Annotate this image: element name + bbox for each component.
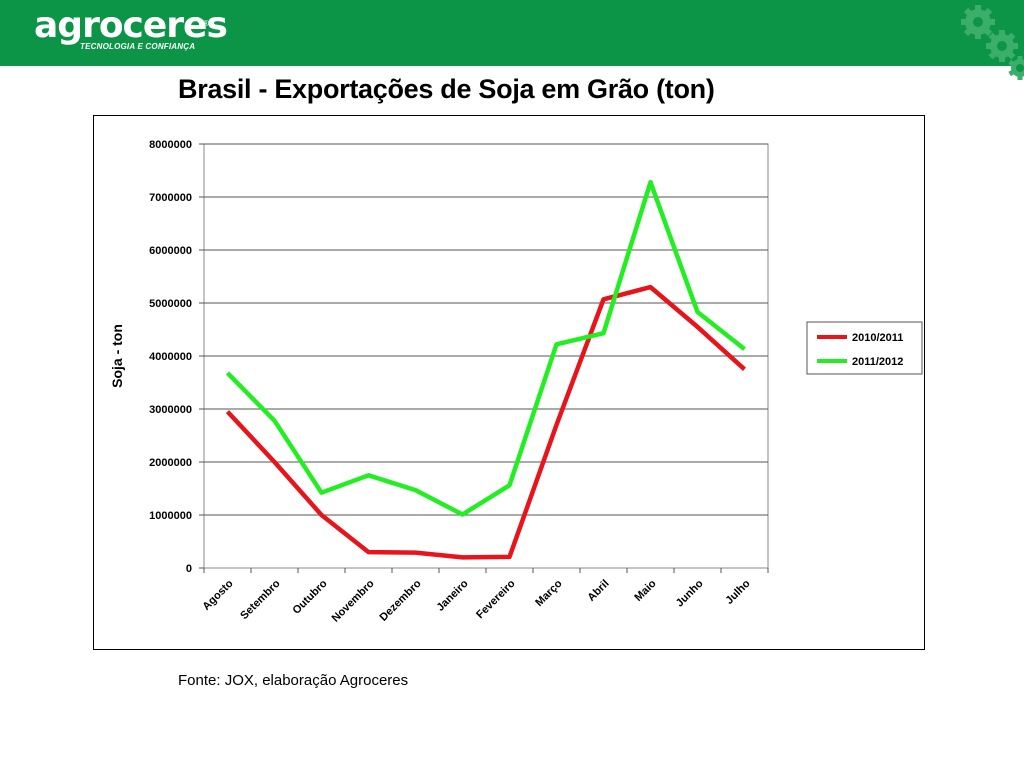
y-tick-label: 0 bbox=[186, 563, 192, 575]
x-tick-label: Fevereiro bbox=[474, 577, 518, 621]
source-note: Fonte: JOX, elaboração Agroceres bbox=[178, 672, 409, 689]
x-tick-label: Abril bbox=[585, 578, 611, 604]
y-tick-label: 5000000 bbox=[149, 298, 192, 310]
x-tick-label: Agosto bbox=[200, 577, 235, 612]
y-tick-label: 2000000 bbox=[149, 457, 192, 469]
y-axis-label: Soja - ton bbox=[109, 324, 125, 388]
brand-header-bar: agroceres ® TECNOLOGIA E CONFIANÇA bbox=[0, 0, 1024, 80]
x-tick-label: Setembro bbox=[238, 577, 283, 622]
gears-icon bbox=[961, 5, 1024, 80]
brand-tagline: TECNOLOGIA E CONFIANÇA bbox=[80, 42, 196, 51]
registered-mark: ® bbox=[203, 19, 209, 28]
x-tick-label: Junho bbox=[674, 577, 706, 609]
y-tick-label: 1000000 bbox=[149, 510, 192, 522]
x-tick-label: Novembro bbox=[330, 577, 377, 624]
slide-title: Brasil - Exportações de Soja em Grão (to… bbox=[178, 74, 715, 104]
x-tick-label: Maio bbox=[632, 577, 658, 603]
series-line-2 bbox=[225, 179, 746, 517]
x-tick-label: Março bbox=[533, 577, 565, 609]
y-tick-label: 7000000 bbox=[149, 192, 192, 204]
x-tick-label: Janeiro bbox=[434, 577, 470, 613]
legend-box bbox=[806, 321, 923, 375]
y-tick-label: 4000000 bbox=[149, 351, 192, 363]
chart-frame: 0 1000000 2000000 3000000 4000000 5000000 6000… bbox=[93, 115, 925, 650]
y-tick-label: 6000000 bbox=[149, 245, 192, 257]
y-tick-label: 8000000 bbox=[149, 139, 192, 151]
legend-label: 2011/2012 bbox=[852, 356, 903, 368]
x-tick-label: Dezembro bbox=[378, 577, 424, 623]
x-tick-label: Julho bbox=[723, 577, 752, 606]
brand-logo: agroceres bbox=[34, 5, 228, 46]
x-tick-label: Outubro bbox=[290, 577, 329, 616]
series-line-1 bbox=[225, 284, 747, 560]
legend-label: 2010/2011 bbox=[852, 332, 903, 344]
y-tick-label: 3000000 bbox=[149, 404, 192, 416]
line-chart: 0 1000000 2000000 3000000 4000000 5000000 6000… bbox=[109, 139, 923, 625]
